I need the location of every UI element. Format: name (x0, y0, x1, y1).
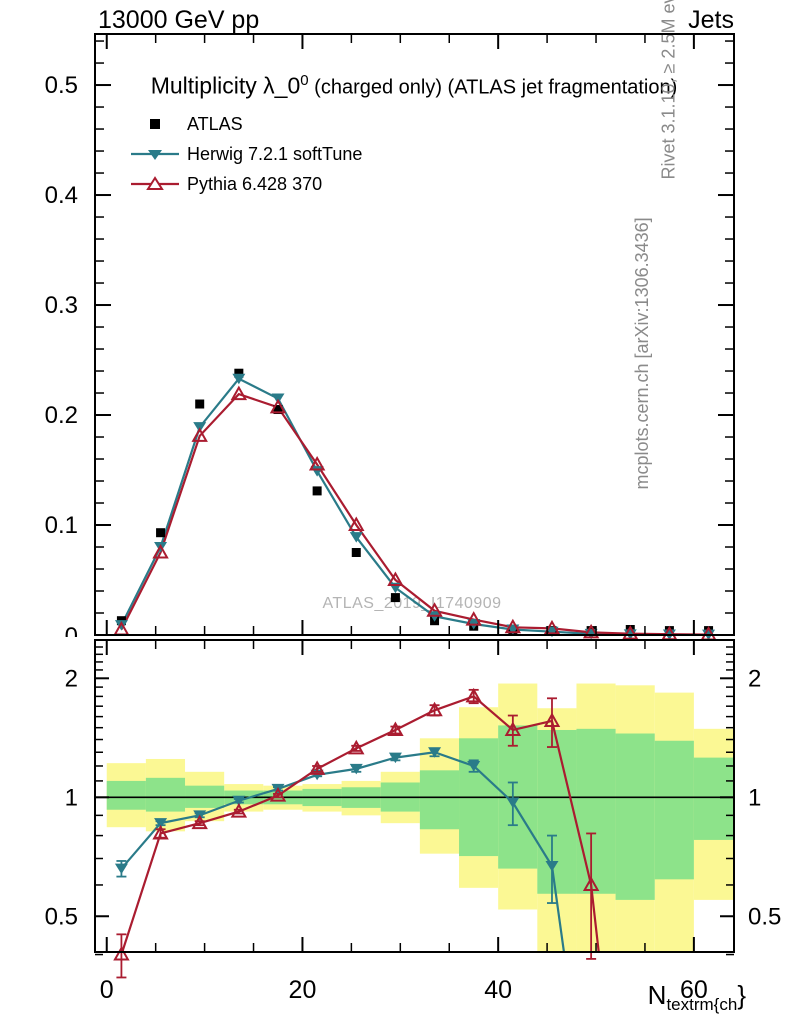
svg-text:0.3: 0.3 (45, 292, 78, 319)
x-axis-title-subscript: textrm{ch (666, 995, 738, 1015)
x-axis-title-main: N (647, 980, 667, 1010)
svg-text:0.5: 0.5 (748, 903, 781, 930)
axis-ticks (95, 34, 734, 956)
axis-tick-labels: 00.10.20.30.40.50.5 0.51 12 20 20 40 60 (45, 72, 782, 1004)
atlas-square-marker-icon (150, 119, 160, 129)
svg-text:2: 2 (65, 665, 78, 692)
ratio-series-markers (113, 687, 600, 979)
pythia-triangle-marker-icon (131, 176, 179, 190)
svg-text:0.2: 0.2 (45, 402, 78, 429)
legend-row-pythia: Pythia 6.428 370 (131, 169, 362, 199)
top-panel-series (113, 368, 717, 641)
header-beam-energy: 13000 GeV pp (98, 6, 260, 34)
svg-text:40: 40 (484, 976, 512, 1004)
legend-label-herwig: Herwig 7.2.1 softTune (187, 143, 363, 164)
svg-text:0: 0 (100, 976, 114, 1004)
svg-text:0: 0 (65, 623, 78, 650)
plot-title-main: Multiplicity λ_0 (150, 72, 301, 99)
header-analysis-group: Jets (688, 6, 734, 34)
svg-text:1: 1 (748, 784, 761, 811)
svg-text:20: 20 (289, 976, 317, 1004)
svg-text:0.1: 0.1 (45, 512, 78, 539)
svg-text:2: 2 (748, 665, 761, 692)
analysis-id-watermark: ATLAS_2019_I1740909 (322, 595, 502, 612)
plot-title-superscript: 0 (300, 72, 309, 89)
legend-row-herwig: Herwig 7.2.1 softTune (131, 139, 362, 169)
legend-row-atlas: ATLAS (131, 109, 362, 139)
herwig-triangle-marker-icon (131, 150, 179, 160)
legend-label-pythia: Pythia 6.428 370 (187, 173, 323, 194)
plot-title: Multiplicity λ_00 (charged only) (ATLAS … (151, 72, 678, 100)
uncertainty-bands (106, 683, 734, 952)
legend: ATLAS Herwig 7.2.1 softTune Pythia 6.428… (131, 109, 362, 199)
x-axis-title: Ntextrm{ch} (648, 980, 746, 1015)
svg-text:0.5: 0.5 (45, 903, 78, 930)
plot-title-qualifier: (charged only) (ATLAS jet fragmentation) (308, 76, 678, 99)
svg-text:0.5: 0.5 (45, 72, 78, 99)
svg-text:60: 60 (680, 976, 708, 1004)
x-axis-title-brace: } (737, 980, 746, 1010)
svg-text:1: 1 (65, 784, 78, 811)
legend-label-atlas: ATLAS (187, 113, 243, 134)
svg-text:0.4: 0.4 (45, 182, 78, 209)
